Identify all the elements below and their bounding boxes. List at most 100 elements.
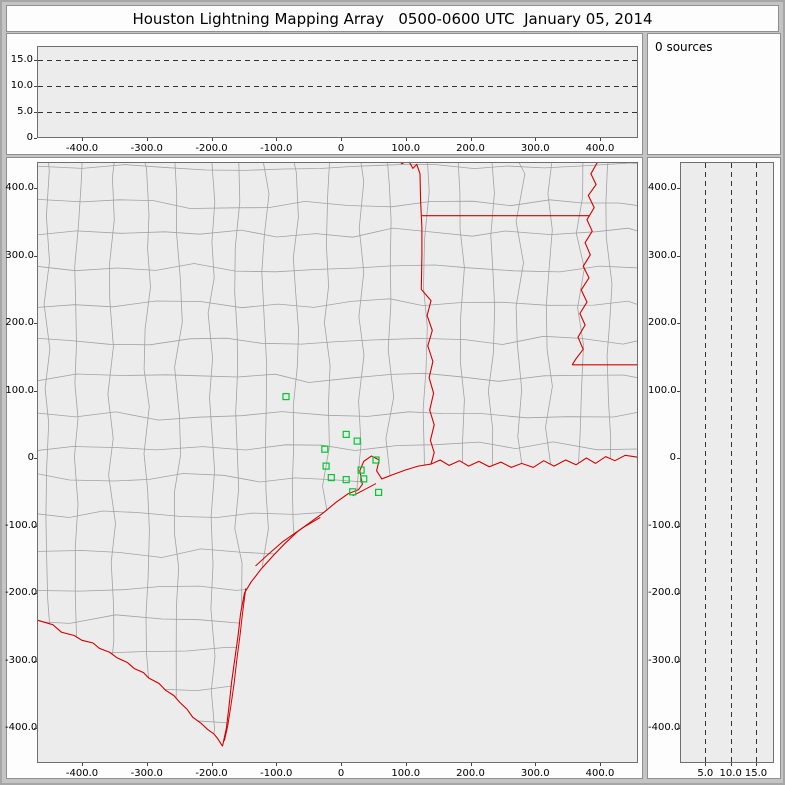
county-line (261, 163, 270, 747)
tick-mark (677, 525, 680, 527)
county-line (422, 163, 431, 747)
altitude-gridline (730, 163, 732, 762)
tick-label: 200.0 (456, 768, 485, 779)
tick-mark (470, 138, 472, 141)
tick-label: 15.0 (744, 768, 768, 779)
lma-station-marker (360, 475, 368, 483)
county-line (207, 163, 216, 747)
tick-mark (34, 593, 37, 594)
tick-label: 0 (337, 768, 345, 779)
tick-mark (405, 138, 407, 141)
tick-label: 5.0 (17, 106, 33, 117)
tick-mark (34, 525, 37, 527)
tick-label: -100.0 (260, 768, 293, 779)
altitude-gridline (756, 163, 758, 762)
lma-station-marker (357, 466, 365, 474)
sources-count-label: 0 sources (655, 40, 713, 54)
texas-louisiana-border (400, 163, 435, 465)
tick-mark (34, 86, 37, 87)
tick-label: 5.0 (697, 768, 714, 779)
tick-label: -300.0 (648, 654, 681, 666)
barrier-island (223, 588, 247, 741)
altitude-gridline (38, 60, 637, 61)
county-line (173, 163, 183, 747)
tick-label: -200.0 (5, 587, 38, 598)
tick-mark (677, 188, 680, 189)
tick-mark (146, 138, 148, 141)
lma-station-marker (342, 430, 350, 438)
barrier-island (255, 516, 321, 567)
tick-mark (756, 763, 758, 766)
tick-mark (34, 660, 37, 662)
tick-mark (82, 763, 83, 766)
tick-mark (535, 763, 537, 766)
county-line (38, 682, 637, 692)
tick-label: 200.0 (456, 143, 485, 154)
county-line (38, 613, 637, 625)
tick-mark (211, 138, 213, 141)
county-line (38, 263, 637, 273)
tick-mark (677, 458, 680, 459)
county-line (38, 719, 637, 730)
tick-label: 10.0 (719, 768, 742, 779)
tick-label: -400.0 (5, 722, 38, 733)
altitude-gridline (38, 112, 637, 113)
tick-mark (34, 60, 37, 61)
tick-label: 200.0 (5, 317, 34, 328)
county-line (38, 227, 637, 238)
tick-label: -300.0 (5, 654, 38, 666)
tick-label: -300.0 (130, 143, 163, 154)
tick-label: 10.0 (10, 80, 33, 91)
county-line (291, 163, 300, 747)
tick-label: 300.0 (520, 143, 550, 154)
tick-label: 15.0 (10, 54, 33, 65)
tick-mark (677, 323, 680, 324)
county-line (38, 411, 637, 421)
tick-label: -200.0 (195, 143, 228, 154)
county-line (38, 756, 637, 762)
tick-label: 200.0 (648, 317, 677, 328)
tick-mark (341, 763, 342, 766)
lma-station-marker (375, 488, 383, 496)
tick-mark (34, 323, 37, 324)
county-line (321, 163, 332, 747)
tick-label: 0 (27, 452, 34, 463)
tick-mark (600, 763, 601, 766)
rio-grande-border (38, 619, 223, 747)
tick-mark (34, 255, 37, 257)
county-line (575, 163, 586, 747)
county-line (38, 335, 637, 346)
tick-mark (677, 593, 680, 594)
altitude-ew-plot[interactable] (37, 46, 638, 138)
county-line (38, 646, 637, 657)
altitude-gridline (705, 163, 707, 762)
tick-label: 100.0 (391, 768, 421, 779)
tick-mark (730, 763, 732, 766)
tick-label: 0 (26, 132, 33, 143)
county-line (38, 163, 637, 171)
altitude-ns-plot[interactable] (680, 162, 774, 763)
altitude-gridline (38, 86, 637, 87)
tick-mark (34, 138, 37, 139)
tick-mark (677, 390, 680, 392)
tick-label: 300.0 (520, 768, 550, 779)
county-line (38, 547, 637, 558)
barrier-island (352, 483, 377, 497)
tick-mark (677, 728, 680, 729)
tick-label: 400.0 (648, 182, 677, 193)
gulf-coastline (221, 454, 637, 747)
tick-label: 100.0 (391, 143, 421, 154)
tick-mark (470, 763, 472, 766)
tick-label: -400.0 (65, 768, 99, 779)
altitude-ew-panel: -400.0 -300.0 -200.0 -100.0 0 100.0 200.0 300.0… (6, 33, 643, 155)
tick-label: 400.0 (585, 768, 615, 779)
altitude-ns-panel: 5.0 10.0 15.0 400.0 300.0 200.0 100.0 0 -100.0 -2… (647, 157, 781, 779)
sources-panel: 0 sources (647, 33, 781, 155)
page-title: Houston Lightning Mapping Array 0500-060… (6, 5, 779, 32)
lma-station-marker (322, 462, 330, 470)
tick-label: 100.0 (648, 384, 677, 396)
plan-view-map[interactable] (37, 162, 638, 763)
county-line (38, 473, 637, 484)
county-line (38, 298, 637, 309)
tick-mark (34, 390, 37, 392)
